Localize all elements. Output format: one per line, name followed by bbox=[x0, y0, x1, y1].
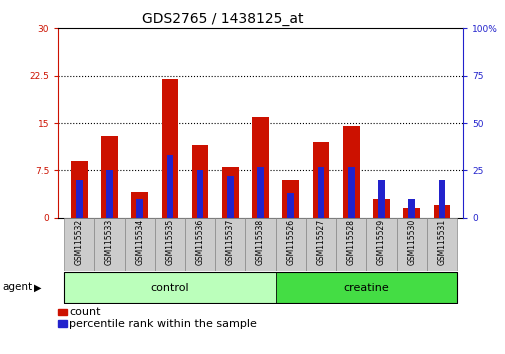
Bar bbox=[76, 180, 82, 218]
Text: GSM115537: GSM115537 bbox=[225, 218, 234, 265]
Bar bbox=[347, 167, 354, 218]
Text: GSM115530: GSM115530 bbox=[407, 218, 415, 265]
Bar bbox=[287, 193, 293, 218]
Bar bbox=[282, 180, 298, 218]
Text: GSM115531: GSM115531 bbox=[436, 218, 445, 265]
Bar bbox=[196, 170, 203, 218]
Bar bbox=[438, 180, 444, 218]
Bar bbox=[312, 142, 329, 218]
Bar bbox=[101, 136, 118, 218]
Text: count: count bbox=[69, 307, 100, 317]
Bar bbox=[124, 218, 155, 271]
Text: creatine: creatine bbox=[343, 282, 388, 293]
Bar bbox=[245, 218, 275, 271]
Text: GSM115528: GSM115528 bbox=[346, 219, 355, 264]
Bar bbox=[155, 218, 185, 271]
Bar bbox=[372, 199, 389, 218]
Bar bbox=[222, 167, 238, 218]
Text: agent: agent bbox=[3, 282, 33, 292]
Bar bbox=[426, 218, 456, 271]
Bar bbox=[185, 218, 215, 271]
Text: control: control bbox=[150, 282, 189, 293]
Bar bbox=[252, 117, 268, 218]
Text: GDS2765 / 1438125_at: GDS2765 / 1438125_at bbox=[141, 12, 303, 27]
Bar bbox=[64, 218, 94, 271]
Bar bbox=[136, 199, 143, 218]
Bar bbox=[161, 79, 178, 218]
Text: GSM115533: GSM115533 bbox=[105, 218, 114, 265]
Text: GSM115538: GSM115538 bbox=[256, 218, 265, 265]
Text: percentile rank within the sample: percentile rank within the sample bbox=[69, 319, 257, 329]
Text: GSM115535: GSM115535 bbox=[165, 218, 174, 265]
Bar bbox=[227, 176, 233, 218]
Bar bbox=[215, 218, 245, 271]
Bar bbox=[342, 126, 359, 218]
Bar bbox=[433, 205, 449, 218]
Bar bbox=[257, 167, 264, 218]
Text: GSM115526: GSM115526 bbox=[286, 218, 295, 265]
Text: GSM115532: GSM115532 bbox=[75, 218, 84, 265]
Bar bbox=[166, 155, 173, 218]
Text: ▶: ▶ bbox=[34, 282, 42, 292]
Bar bbox=[64, 273, 275, 303]
Bar bbox=[366, 218, 396, 271]
Bar bbox=[396, 218, 426, 271]
Bar bbox=[408, 199, 414, 218]
Bar bbox=[131, 193, 148, 218]
Bar bbox=[275, 273, 456, 303]
Text: GSM115534: GSM115534 bbox=[135, 218, 144, 265]
Bar bbox=[94, 218, 124, 271]
Bar bbox=[335, 218, 366, 271]
Text: GSM115536: GSM115536 bbox=[195, 218, 204, 265]
Bar bbox=[71, 161, 87, 218]
Bar bbox=[191, 145, 208, 218]
Bar bbox=[306, 218, 335, 271]
Bar bbox=[377, 180, 384, 218]
Text: GSM115529: GSM115529 bbox=[376, 218, 385, 265]
Bar bbox=[275, 218, 306, 271]
Text: GSM115527: GSM115527 bbox=[316, 218, 325, 265]
Bar bbox=[317, 167, 324, 218]
Bar bbox=[106, 170, 113, 218]
Bar bbox=[402, 208, 419, 218]
